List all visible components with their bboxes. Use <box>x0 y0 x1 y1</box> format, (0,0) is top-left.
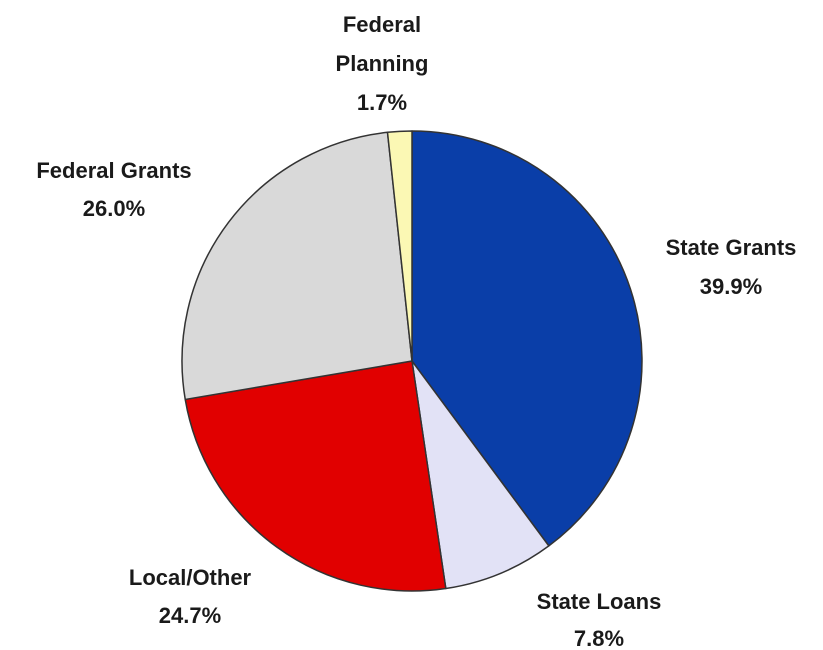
value-federal-planning: 1.7% <box>357 90 407 115</box>
value-local-other: 24.7% <box>159 603 221 628</box>
slice-federal-planning <box>386 130 413 362</box>
value-state-grants: 39.9% <box>700 274 762 299</box>
label-federal-planning-line1: Federal <box>343 12 421 37</box>
label-federal-planning-line2: Planning <box>336 51 429 76</box>
label-federal-grants: Federal Grants <box>36 158 191 183</box>
slice-local-other <box>184 360 447 592</box>
label-local-other: Local/Other <box>129 565 252 590</box>
value-state-loans: 7.8% <box>574 626 624 650</box>
slice-state-grants <box>411 130 643 547</box>
value-federal-grants: 26.0% <box>83 196 145 221</box>
label-state-grants: State Grants <box>666 235 797 260</box>
label-state-loans: State Loans <box>537 589 662 614</box>
slice-state-loans <box>411 360 550 590</box>
pie-slices <box>181 130 643 592</box>
slice-federal-grants <box>181 131 413 401</box>
